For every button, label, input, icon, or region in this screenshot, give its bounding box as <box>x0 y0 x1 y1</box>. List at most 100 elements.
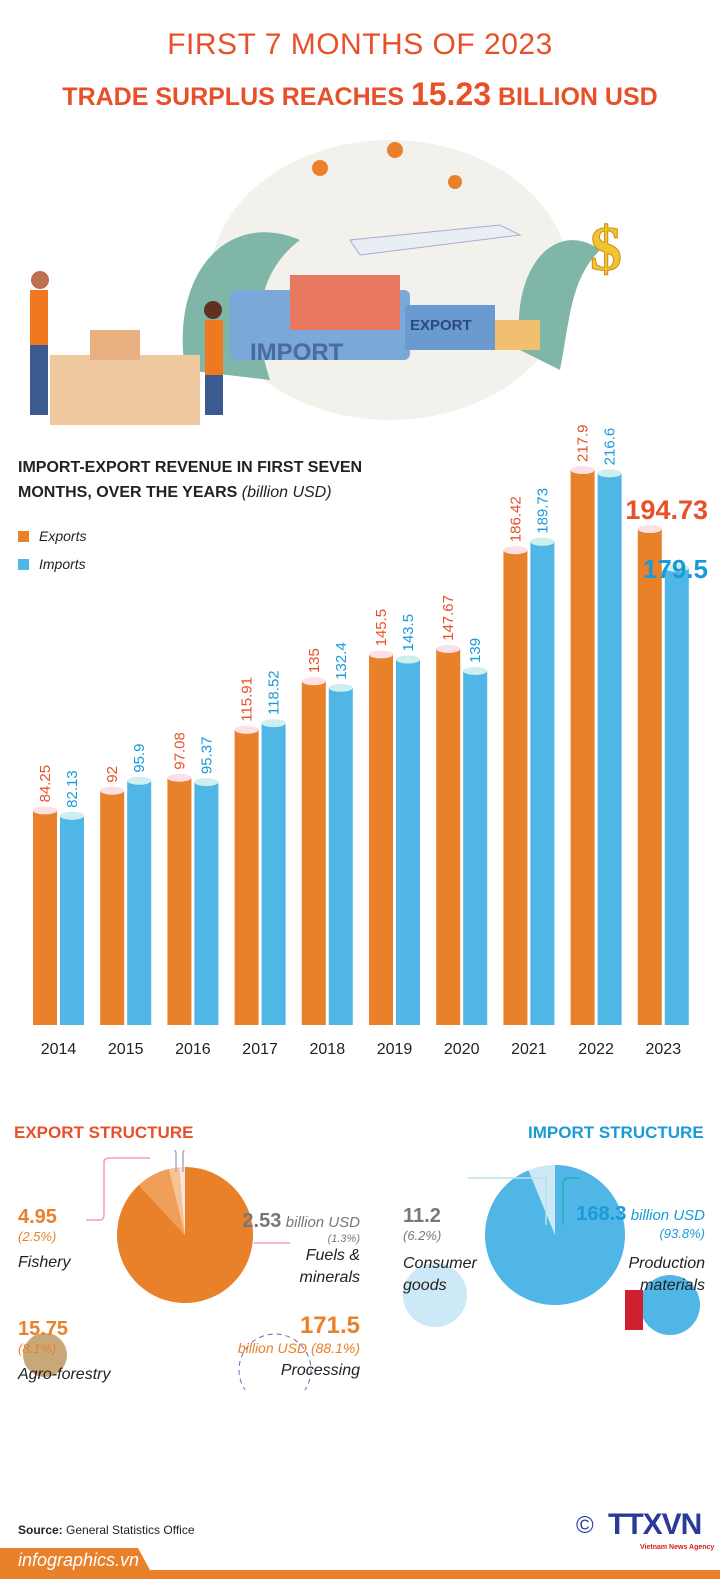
data-label: 82.13 <box>64 770 81 808</box>
agro-name: Agro-forestry <box>18 1366 111 1383</box>
bar-imports-2018 <box>328 687 353 1025</box>
thread-spools-icon <box>640 1275 700 1335</box>
data-label: 186.42 <box>507 496 524 542</box>
bar-imports-2015 <box>127 780 152 1025</box>
bar-cap <box>33 806 57 815</box>
grocery-icon <box>403 1263 467 1327</box>
bar-exports-2022 <box>570 470 595 1026</box>
bar-exports-2019 <box>369 654 393 1025</box>
bar-imports-2017 <box>261 723 286 1025</box>
export-structure-title: EXPORT STRUCTURE <box>14 1123 194 1142</box>
leader-production <box>562 1177 580 1225</box>
bar-imports-2022 <box>597 473 622 1025</box>
data-label: 84.25 <box>37 765 54 803</box>
bar-imports-2020 <box>463 670 488 1025</box>
data-label: 132.4 <box>333 642 350 680</box>
export-sign: EXPORT <box>410 317 472 334</box>
copyright-icon: © <box>576 1512 594 1539</box>
header-subtitle: TRADE SURPLUS REACHES 15.23 BILLION USD <box>0 76 720 113</box>
legend-swatch-imports <box>18 558 29 570</box>
bar-imports-2019 <box>396 659 420 1025</box>
pie-slice-consumer-goods <box>528 1165 555 1235</box>
fuels-name-1: Fuels & <box>305 1247 360 1264</box>
bar-chart: 84.25 82.13 2014 92 95.9 2015 97.08 95.37 2016 11… <box>33 424 708 1058</box>
leader-agro <box>86 1157 150 1221</box>
x-tick-label: 2019 <box>377 1041 413 1058</box>
source: Source: General Statistics Office <box>18 1523 195 1537</box>
fuels-value: 2.53 <box>242 1210 282 1232</box>
data-label: 135 <box>306 648 323 673</box>
leader-fuels <box>182 1150 186 1172</box>
data-label: 189.73 <box>534 488 551 534</box>
data-label: 143.5 <box>400 614 417 652</box>
legend-swatch-exports <box>18 530 29 542</box>
bar-cap <box>463 666 488 675</box>
bar-exports-2021 <box>503 550 528 1025</box>
bar-cap <box>369 650 393 659</box>
site-link[interactable]: infographics.vn <box>18 1550 140 1570</box>
fishery-pct: (2.5%) <box>18 1229 57 1244</box>
x-tick-label: 2023 <box>646 1041 682 1058</box>
legend-label: Imports <box>39 556 86 572</box>
wood-icon <box>23 1333 67 1377</box>
import-sign: IMPORT <box>250 339 344 366</box>
bar-imports-2021 <box>530 541 555 1025</box>
consumer-label: 11.2 (6.2%) Consumer goods <box>403 1205 477 1297</box>
agro-label: 15.75 (8.1%) Agro-forestry <box>18 1318 110 1386</box>
bar-cap <box>637 525 662 534</box>
consumer-name-2: goods <box>403 1277 447 1294</box>
production-name-1: Production <box>628 1255 706 1272</box>
bar-cap <box>503 546 528 555</box>
processing-name: Processing <box>280 1362 360 1379</box>
bar-cap <box>127 776 152 785</box>
bar-cap <box>570 466 595 475</box>
bar-cap <box>167 773 192 782</box>
spool-red <box>625 1290 643 1330</box>
production-unit: billion USD <box>630 1207 705 1224</box>
bar-cap <box>530 537 555 546</box>
agro-pct: (8.1%) <box>18 1341 57 1356</box>
bar-imports-2016 <box>194 782 219 1025</box>
surplus-value: 15.23 <box>410 76 492 112</box>
bar-exports-2017 <box>234 729 259 1025</box>
data-label: 147.67 <box>440 595 457 641</box>
bar-cap <box>664 563 689 572</box>
bar-exports-2020 <box>436 648 461 1025</box>
data-label: 115.91 <box>239 677 256 722</box>
data-label: 194.73 <box>625 495 708 525</box>
production-value: 168.3 <box>576 1203 627 1225</box>
processing-value: 171.5 <box>299 1312 360 1339</box>
header-title: FIRST 7 MONTHS OF 2023 <box>167 28 553 61</box>
source-label: Source: <box>18 1523 63 1537</box>
subtitle-text: TRADE SURPLUS REACHES <box>62 83 411 111</box>
dollar-icon: $ <box>590 213 622 284</box>
bar-imports-2023 <box>664 567 689 1025</box>
data-label: 97.08 <box>171 732 188 770</box>
bar-cap <box>396 655 420 664</box>
fuels-name-2: minerals <box>299 1269 360 1286</box>
chart-title: IMPORT-EXPORT REVENUE IN FIRST SEVEN MON… <box>18 455 418 505</box>
agency-subtitle: Vietnam News Agency <box>640 1544 715 1551</box>
x-tick-label: 2018 <box>310 1041 346 1058</box>
legend-imports: Imports <box>18 556 86 572</box>
subtitle-unit: BILLION USD <box>491 83 658 111</box>
bar-cap <box>194 778 219 787</box>
bar-exports-2015 <box>100 790 125 1025</box>
x-tick-label: 2020 <box>444 1041 480 1058</box>
production-pct: (93.8%) <box>659 1226 705 1241</box>
bar-exports-2018 <box>301 681 326 1025</box>
bar-exports-2014 <box>33 810 57 1025</box>
fishery-label: 4.95 (2.5%) Fishery <box>18 1206 70 1274</box>
x-tick-label: 2017 <box>242 1041 278 1058</box>
fishery-value: 4.95 <box>18 1206 57 1228</box>
agro-value: 15.75 <box>18 1318 69 1340</box>
fuels-unit: billion USD <box>285 1214 360 1231</box>
leader-consumer <box>468 1175 547 1225</box>
bar-cap <box>301 677 326 686</box>
bar-cap <box>100 786 125 795</box>
production-name-2: materials <box>640 1277 705 1294</box>
consumer-name-1: Consumer <box>403 1255 477 1272</box>
x-tick-label: 2015 <box>108 1041 144 1058</box>
bar-cap <box>597 469 622 478</box>
legend-label: Exports <box>39 528 87 544</box>
